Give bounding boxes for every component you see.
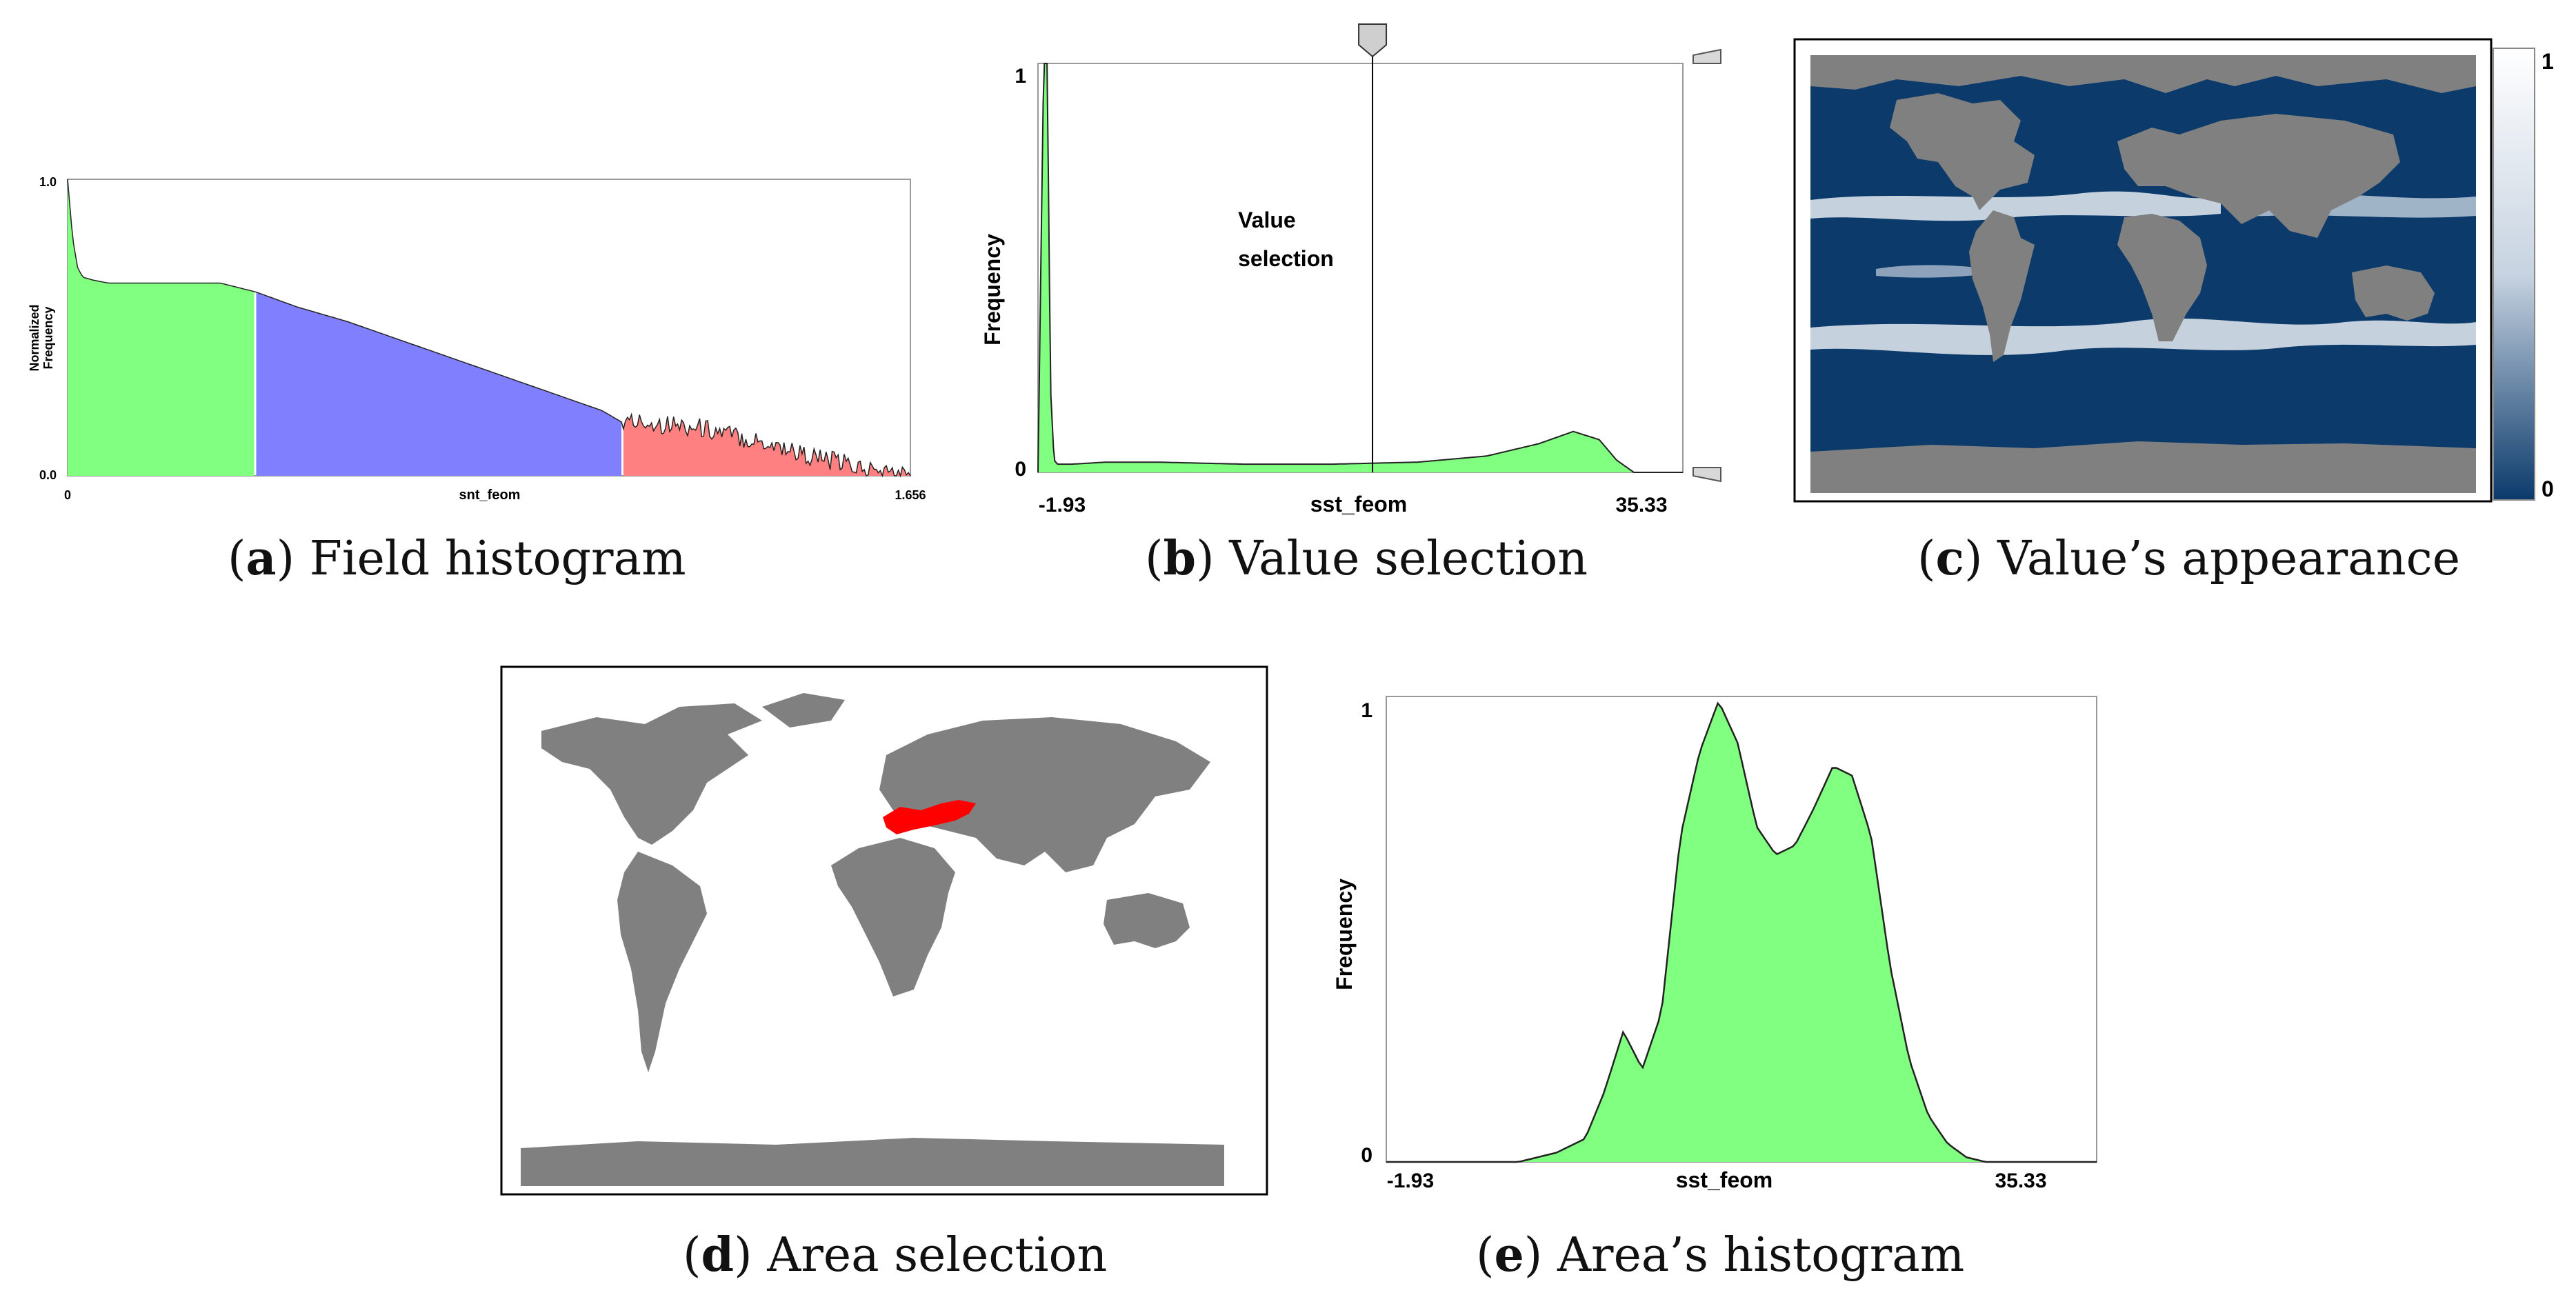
- ytick-a-bottom: 0.0: [39, 468, 57, 482]
- caption-a: (a) Field histogram: [228, 531, 686, 586]
- range-handle-top[interactable]: [1693, 48, 1721, 64]
- xlabel-e: sst_feom: [1676, 1167, 1773, 1192]
- ylabel-e: Frequency: [1332, 879, 1357, 990]
- value-selection-plot: [1037, 50, 1684, 473]
- annotation-line: Value: [1238, 208, 1296, 232]
- field-histogram-plot: [67, 179, 911, 478]
- area-segment-0: [68, 179, 254, 476]
- area-histogram-chart: 1 0 -1.93 35.33 sst_feom Frequency: [1332, 696, 2097, 1192]
- area-outline: [67, 179, 911, 478]
- map-c-land: [1810, 55, 2476, 493]
- value-selection-chart: Value selection 1 0 -1.93 35.33 sst_feom …: [980, 23, 1721, 516]
- ytick-a-top: 1.0: [39, 175, 57, 189]
- ytick-b-bottom: 0: [1015, 458, 1026, 481]
- ytick-b-top: 1: [1015, 65, 1026, 88]
- caption-e: (e) Area’s histogram: [1476, 1227, 1965, 1283]
- xtick-b-start: -1.93: [1039, 494, 1086, 516]
- value-appearance-map: 1 0: [1793, 38, 2554, 503]
- ylabel-a: NormalizedFrequency: [28, 304, 55, 371]
- colorbar-tick-bottom: 0: [2542, 477, 2554, 501]
- area-histogram-plot: [1386, 696, 2097, 1163]
- colorbar-tick-top: 1: [2542, 49, 2554, 74]
- area-segment-0: [1386, 703, 2097, 1162]
- xtick-e-start: -1.93: [1387, 1170, 1434, 1192]
- area-outline: [1386, 701, 2097, 1163]
- selection-handle[interactable]: [1358, 23, 1388, 58]
- xtick-a-start: 0: [64, 488, 71, 502]
- ylabel-b: Frequency: [980, 234, 1005, 345]
- ytick-e-bottom: 0: [1361, 1144, 1372, 1167]
- area-outline: [1037, 63, 1683, 473]
- value-selection-annotation: Value selection: [1238, 208, 1334, 271]
- caption-b: (b) Value selection: [1145, 531, 1588, 586]
- map-d-land: [521, 693, 1224, 1186]
- xlabel-b: sst_feom: [1310, 492, 1408, 516]
- xtick-a-end: 1.656: [895, 488, 926, 502]
- colorbar: [2493, 48, 2535, 501]
- xtick-e-end: 35.33: [1995, 1170, 2046, 1192]
- range-handle-bottom[interactable]: [1693, 467, 1721, 483]
- xtick-b-end: 35.33: [1615, 494, 1667, 516]
- ytick-e-top: 1: [1361, 699, 1372, 722]
- ylabel-a-line: Normalized: [28, 304, 41, 371]
- field-histogram-chart: 1.0 0.0 0 1.656 snt_feom NormalizedFrequ…: [28, 175, 926, 503]
- area-selection-map: [500, 665, 1268, 1196]
- plot-frame: [1037, 63, 1684, 473]
- ylabel-a-line: Frequency: [41, 306, 55, 369]
- caption-c: (c) Value’s appearance: [1917, 531, 2460, 586]
- area-segment-1: [256, 292, 622, 476]
- annotation-line: selection: [1238, 246, 1334, 271]
- xlabel-a: snt_feom: [459, 488, 521, 503]
- mediterranean-area-highlight[interactable]: [883, 800, 976, 834]
- caption-d: (d) Area selection: [683, 1227, 1108, 1283]
